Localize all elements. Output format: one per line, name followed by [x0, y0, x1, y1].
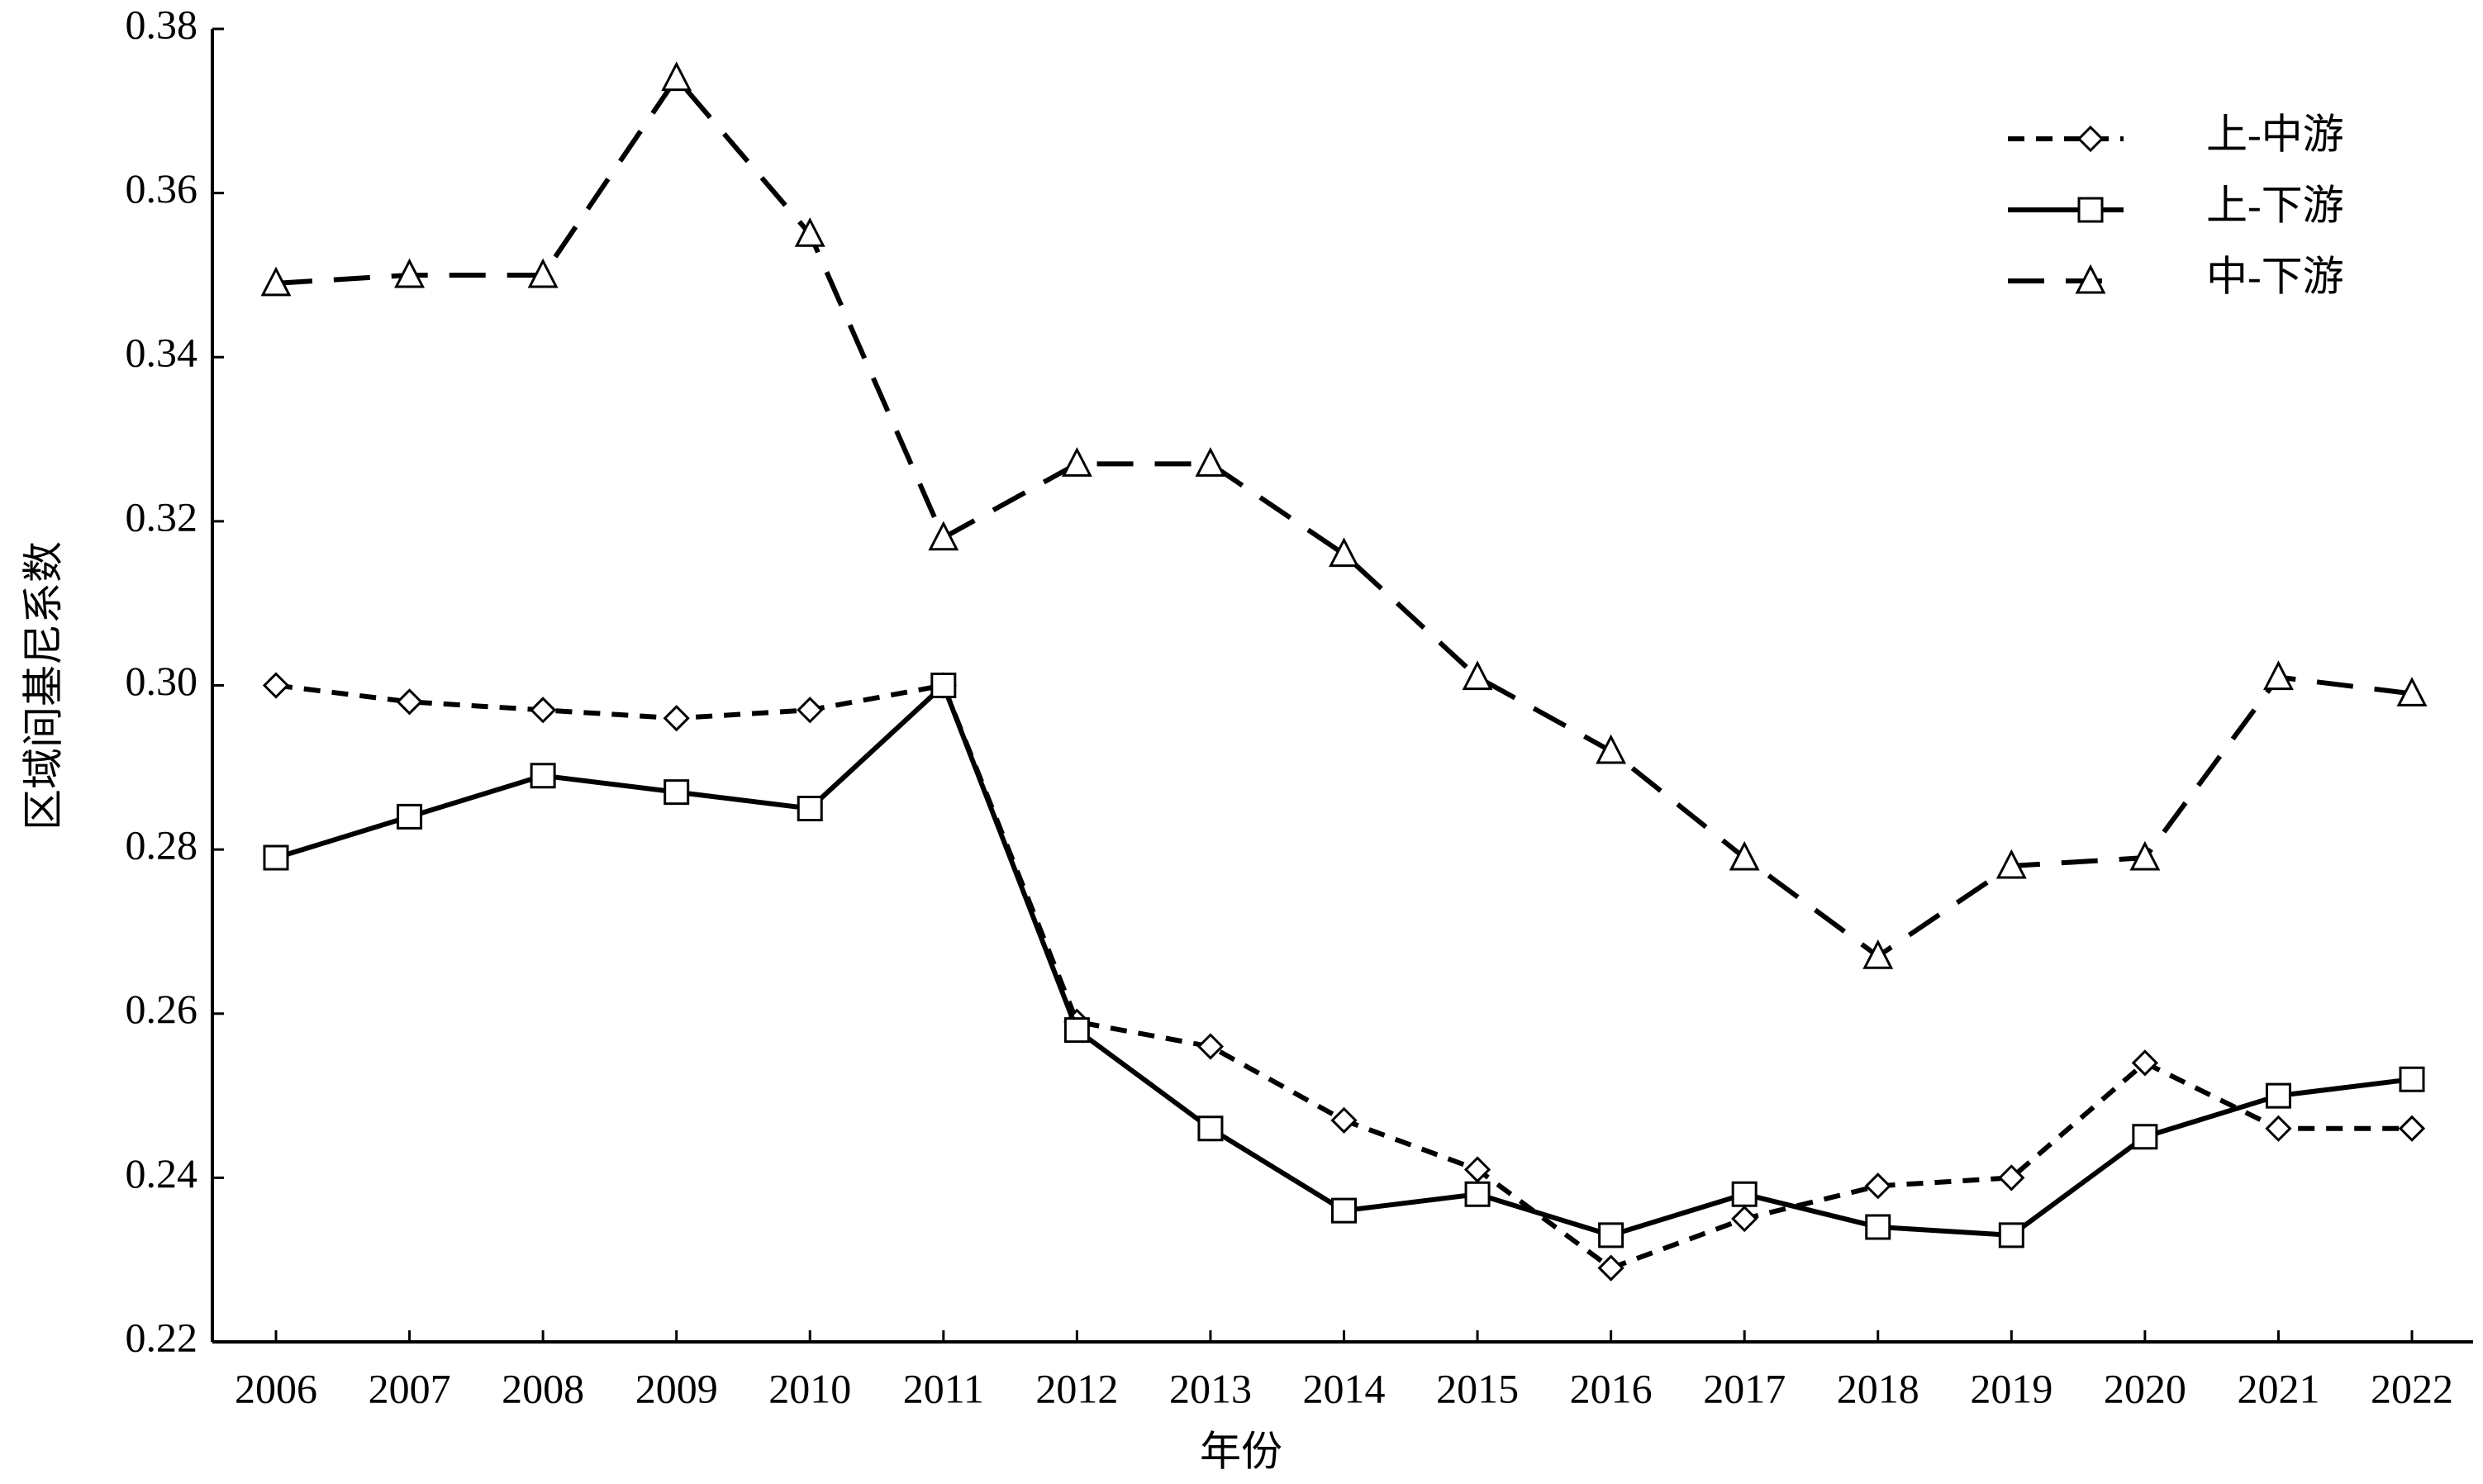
data-point: [1063, 1017, 1090, 1044]
y-tick-label: 0.28: [126, 822, 198, 868]
x-tick-label: 2015: [1436, 1365, 1519, 1411]
data-point: [2132, 1124, 2158, 1150]
legend-label: 上-中游: [2206, 111, 2344, 157]
data-point: [262, 672, 290, 699]
x-tick-label: 2013: [1169, 1365, 1252, 1411]
y-tick-label: 0.30: [126, 658, 198, 704]
y-tick-label: 0.32: [126, 493, 198, 540]
series-line: [275, 74, 2413, 959]
data-point: [527, 258, 559, 288]
data-point: [1731, 1181, 1758, 1207]
x-axis-label: 年份: [1200, 1428, 1282, 1474]
data-point: [1596, 734, 1627, 764]
x-tick-label: 2009: [635, 1365, 718, 1411]
data-point: [1731, 1205, 1758, 1233]
x-tick-label: 2020: [2104, 1365, 2186, 1411]
series-line: [275, 683, 2412, 1271]
data-point: [1998, 1164, 2025, 1191]
data-point: [397, 803, 423, 830]
data-point: [530, 763, 556, 789]
series-line: [275, 681, 2413, 1239]
data-point: [396, 688, 423, 716]
data-point: [1998, 1222, 2024, 1249]
legend-marker: [2075, 264, 2106, 294]
data-point: [2398, 1115, 2426, 1142]
legend-label: 上-下游: [2206, 182, 2344, 228]
y-tick-label: 0.34: [126, 330, 198, 376]
data-point: [2265, 1115, 2292, 1142]
y-tick-label: 0.24: [126, 1150, 198, 1196]
data-point: [394, 258, 426, 288]
data-point: [797, 795, 823, 821]
y-tick-label: 0.22: [126, 1314, 198, 1360]
y-tick-label: 0.36: [126, 165, 198, 212]
x-tick-label: 2022: [2371, 1365, 2453, 1411]
data-point: [928, 521, 959, 551]
data-point: [530, 697, 557, 724]
data-point: [1862, 939, 1894, 969]
legend-label: 中-下游: [2206, 253, 2344, 299]
data-point: [2262, 660, 2294, 691]
data-point: [2396, 677, 2428, 706]
x-tick-label: 2018: [1837, 1365, 1919, 1411]
data-point: [1330, 1106, 1358, 1134]
data-point: [263, 844, 289, 871]
x-tick-label: 2019: [1970, 1365, 2053, 1411]
data-point: [930, 673, 957, 698]
data-point: [1329, 537, 1359, 568]
data-point: [1463, 1156, 1491, 1183]
data-point: [1061, 447, 1092, 477]
data-point: [1331, 1197, 1357, 1224]
x-tick-label: 2007: [369, 1365, 451, 1411]
data-point: [1729, 840, 1760, 871]
legend-marker: [2077, 197, 2104, 223]
x-tick-label: 2010: [768, 1365, 851, 1411]
x-tick-label: 2014: [1303, 1365, 1386, 1411]
data-point: [1462, 660, 1493, 691]
data-point: [1598, 1222, 1624, 1249]
data-point: [1197, 1115, 1224, 1142]
data-point: [2131, 1049, 2158, 1077]
data-point: [1864, 1172, 1891, 1200]
y-tick-label: 0.38: [126, 1, 198, 47]
y-axis-label: 区域间基尼系数: [20, 541, 66, 830]
data-point: [2399, 1066, 2425, 1092]
x-tick-label: 2011: [903, 1365, 984, 1411]
data-point: [1196, 1033, 1225, 1060]
x-tick-label: 2006: [235, 1365, 317, 1411]
data-point: [2129, 840, 2161, 871]
data-point: [664, 779, 690, 806]
x-tick-label: 2012: [1035, 1365, 1118, 1411]
data-point: [2265, 1082, 2291, 1109]
data-point: [661, 61, 692, 92]
x-tick-label: 2008: [502, 1365, 584, 1411]
y-tick-label: 0.26: [126, 986, 198, 1032]
data-point: [794, 217, 825, 247]
data-point: [1865, 1214, 1891, 1240]
data-point: [1195, 447, 1226, 477]
data-point: [1995, 849, 2027, 879]
data-point: [663, 705, 690, 732]
x-tick-label: 2016: [1570, 1365, 1653, 1411]
x-tick-label: 2017: [1703, 1365, 1786, 1411]
data-point: [797, 697, 824, 724]
data-point: [1597, 1254, 1624, 1282]
x-tick-label: 2021: [2237, 1365, 2319, 1411]
legend-marker: [2076, 125, 2105, 153]
data-point: [1464, 1181, 1491, 1207]
data-point: [260, 266, 292, 297]
